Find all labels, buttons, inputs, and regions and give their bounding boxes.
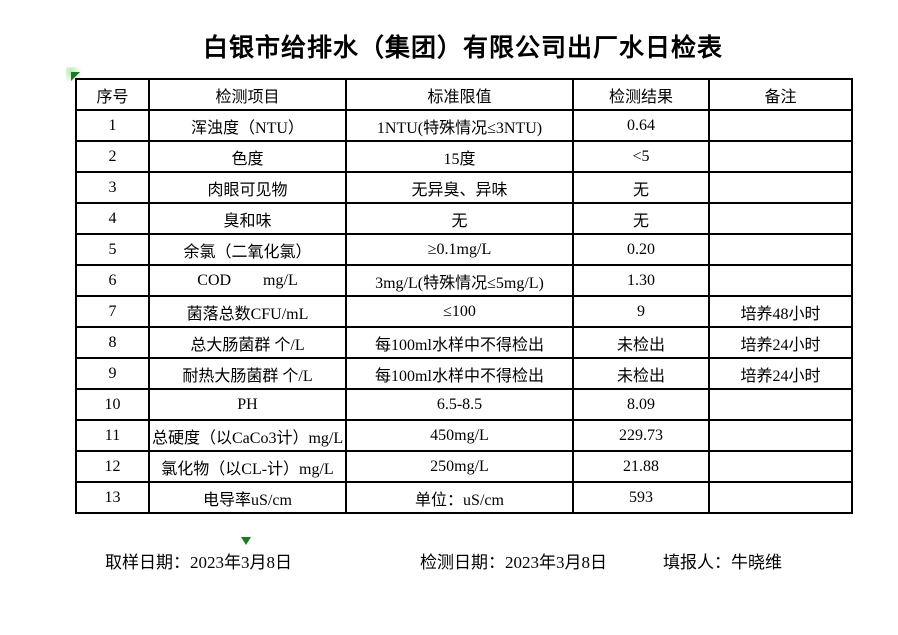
table-row: 10 PH 6.5-8.5 8.09 [75, 388, 853, 421]
cell-result: 未检出 [572, 326, 710, 359]
cell-item: 浑浊度（NTU） [148, 109, 347, 142]
header-cell-item: 检测项目 [148, 78, 347, 111]
cell-note [708, 419, 853, 452]
reporter-label: 填报人：牛晓维 [663, 553, 782, 572]
cell-limit: 无异臭、异味 [345, 171, 574, 204]
cell-limit: 无 [345, 202, 574, 235]
cell-result: 229.73 [572, 419, 710, 452]
table-row: 1 浑浊度（NTU） 1NTU(特殊情况≤3NTU) 0.64 [75, 109, 853, 142]
cell-note [708, 450, 853, 483]
cell-result: <5 [572, 140, 710, 173]
cell-result: 0.20 [572, 233, 710, 266]
cell-note [708, 233, 853, 266]
cell-item: 肉眼可见物 [148, 171, 347, 204]
cell-no: 3 [75, 171, 150, 204]
header-cell-limit: 标准限值 [345, 78, 574, 111]
test-date-label: 检测日期：2023年3月8日 [420, 553, 607, 572]
cell-no: 5 [75, 233, 150, 266]
cell-item: 氯化物（以CL-计）mg/L [148, 450, 347, 483]
table-row: 4 臭和味无无 [75, 202, 853, 235]
table-row: 12 氯化物（以CL-计）mg/L 250mg/L 21.88 [75, 450, 853, 483]
table-row: 6 COD mg/L 3mg/L(特殊情况≤5mg/L) 1.30 [75, 264, 853, 297]
table-row: 11 总硬度（以CaCo3计）mg/L 450mg/L 229.73 [75, 419, 853, 452]
cell-item: 耐热大肠菌群 个/L [148, 357, 347, 390]
cell-item: COD mg/L [148, 264, 347, 297]
cell-result: 无 [572, 171, 710, 204]
page-title: 白银市给排水（集团）有限公司出厂水日检表 [202, 35, 723, 62]
cell-limit: 1NTU(特殊情况≤3NTU) [345, 109, 574, 142]
cell-note [708, 388, 853, 421]
cell-note: 培养24小时 [708, 326, 853, 359]
cell-limit: ≥0.1mg/L [345, 233, 574, 266]
cell-note [708, 264, 853, 297]
cell-result: 未检出 [572, 357, 710, 390]
cell-result: 9 [572, 295, 710, 328]
table-row: 8 总大肠菌群 个/L 每100ml水样中不得检出 未检出 培养24小时 [75, 326, 853, 359]
cell-note [708, 481, 853, 514]
cell-no: 12 [75, 450, 150, 483]
cell-no: 11 [75, 419, 150, 452]
table-row: 7 菌落总数CFU/mL ≤100 9 培养48小时 [75, 295, 853, 328]
cell-result: 0.64 [572, 109, 710, 142]
cell-note: 培养24小时 [708, 357, 853, 390]
header-cell-note: 备注 [708, 78, 853, 111]
cell-no: 8 [75, 326, 150, 359]
green-bottom-triangle-icon [241, 537, 251, 545]
cell-no: 10 [75, 388, 150, 421]
cell-note: 培养48小时 [708, 295, 853, 328]
cell-item: PH [148, 388, 347, 421]
cell-limit: 450mg/L [345, 419, 574, 452]
cell-item: 菌落总数CFU/mL [148, 295, 347, 328]
table-row: 3 肉眼可见物 无异臭、异味无 [75, 171, 853, 204]
cell-no: 1 [75, 109, 150, 142]
header-cell-result: 检测结果 [572, 78, 710, 111]
cell-item: 臭和味 [148, 202, 347, 235]
cell-result: 21.88 [572, 450, 710, 483]
cell-no: 2 [75, 140, 150, 173]
cell-result: 无 [572, 202, 710, 235]
cell-item: 余氯（二氧化氯） [148, 233, 347, 266]
cell-note [708, 171, 853, 204]
cell-note [708, 140, 853, 173]
sampling-date-label: 取样日期：2023年3月8日 [105, 553, 292, 572]
cell-limit: 6.5-8.5 [345, 388, 574, 421]
table-row: 13 电导率uS/cm 单位：uS/cm 593 [75, 481, 853, 514]
cell-limit: 3mg/L(特殊情况≤5mg/L) [345, 264, 574, 297]
cell-no: 13 [75, 481, 150, 514]
cell-item: 总大肠菌群 个/L [148, 326, 347, 359]
cell-note [708, 109, 853, 142]
cell-limit: 250mg/L [345, 450, 574, 483]
cell-limit: 单位：uS/cm [345, 481, 574, 514]
cell-result: 1.30 [572, 264, 710, 297]
cell-no: 7 [75, 295, 150, 328]
cell-limit: 每100ml水样中不得检出 [345, 326, 574, 359]
cell-result: 8.09 [572, 388, 710, 421]
cell-item: 电导率uS/cm [148, 481, 347, 514]
cell-item: 色度 [148, 140, 347, 173]
table-body: 1 浑浊度（NTU） 1NTU(特殊情况≤3NTU) 0.64 2 色度 15度 <5 3 肉眼可… [75, 109, 853, 514]
inspection-table: 序号 检测项目 标准限值 检测结果 备注 1 浑浊度（NTU） 1NTU(特殊情况≤… [75, 78, 853, 514]
cell-limit: 15度 [345, 140, 574, 173]
green-corner-triangle-icon [71, 72, 80, 81]
cell-limit: 每100ml水样中不得检出 [345, 357, 574, 390]
cell-note [708, 202, 853, 235]
cell-no: 4 [75, 202, 150, 235]
table-row: 5 余氯（二氧化氯） ≥0.1mg/L 0.20 [75, 233, 853, 266]
header-cell-no: 序号 [75, 78, 150, 111]
cell-item: 总硬度（以CaCo3计）mg/L [148, 419, 347, 452]
cell-limit: ≤100 [345, 295, 574, 328]
cell-no: 6 [75, 264, 150, 297]
header-row: 序号 检测项目 标准限值 检测结果 备注 [75, 78, 853, 111]
cell-result: 593 [572, 481, 710, 514]
table-row: 2 色度 15度 <5 [75, 140, 853, 173]
table-row: 9 耐热大肠菌群 个/L 每100ml水样中不得检出 未检出 培养24小时 [75, 357, 853, 390]
cell-no: 9 [75, 357, 150, 390]
